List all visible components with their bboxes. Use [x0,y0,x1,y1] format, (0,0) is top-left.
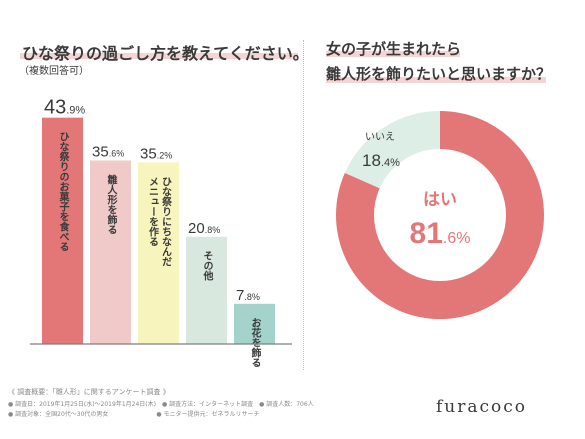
donut-no-value: 18.4% [362,151,400,170]
bar-1 [42,117,83,344]
left-chart-subtitle: （複数回答可） [19,66,89,77]
left-chart-title: ひな祭りの過ごし方を教えてください。 [22,44,309,63]
bar-category-label-3-2: メニューを作る [147,177,159,247]
bar-value-label-4: 20.8% [188,220,220,237]
bar-value-label-1: 43.9% [44,97,85,119]
bar-2 [90,160,131,344]
furacoco-logo: furacoco [436,397,528,417]
bar-value-label-2: 35.6% [92,143,124,160]
bar-category-label-4: その他 [201,251,214,282]
survey-heading: 《 調査概要：「雛人形」に関するアンケート調査 》 [8,388,170,396]
donut-slice-no [336,111,544,319]
donut-yes-name: はい [423,190,457,210]
bar-value-label-5: 7.8% [236,287,260,304]
donut-yes-value: 81.6% [410,217,471,250]
bar-5 [234,303,275,344]
bar-value-label-3: 35.2% [140,146,172,163]
left-title-highlight [20,53,298,59]
bar-category-label-1: ひな祭りのお菓子を食べる [57,132,70,252]
survey-line-2: ● 調査対象：全国20代～30代の男女 ● モニター提供元：ゼネラルリサーチ [8,411,260,418]
right-chart-title-line1: 女の子が生まれたら [326,40,462,58]
bar-3 [138,162,179,344]
right-title-highlight-1 [326,51,460,57]
bar-category-label-5: お花を飾る [249,318,261,368]
bar-category-label-3-1: ひな祭りにちなんだ [160,177,172,268]
chart-divider [303,40,304,370]
bar-4 [186,236,227,344]
right-title-highlight-2 [326,77,546,83]
bar-category-label-2: 雛人形を飾る [105,173,117,234]
right-chart-title-line2: 雛人形を飾りたいと思いますか？ [326,65,552,83]
donut-no-name: いいえ [365,131,395,143]
survey-line-1: ● 調査日：2019年1月25日(水)～2019年1月24日(木) ● 調査方法… [8,401,314,408]
